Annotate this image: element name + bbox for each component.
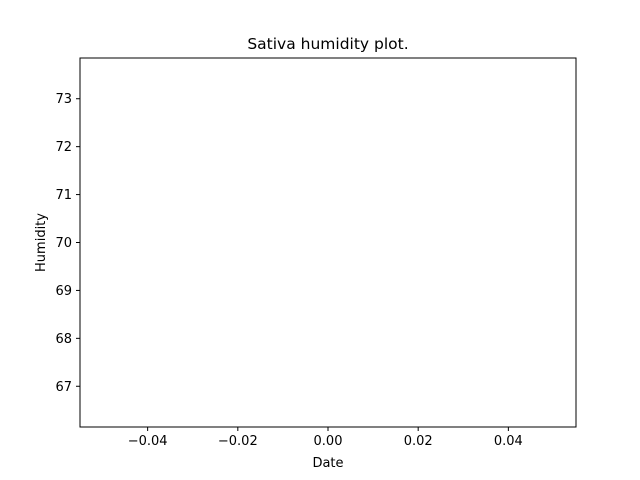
y-tick-label: 71 — [55, 188, 72, 203]
x-tick-label: 0.04 — [494, 434, 523, 449]
x-axis-label: Date — [312, 456, 343, 471]
y-tick-label: 72 — [55, 140, 72, 155]
y-tick-label: 69 — [55, 284, 72, 299]
y-tick-label: 73 — [55, 92, 72, 107]
y-axis-ticks: 67 68 69 70 71 72 73 — [55, 92, 80, 395]
y-tick-label: 70 — [55, 236, 72, 251]
x-tick-label: 0.02 — [404, 434, 433, 449]
x-axis-ticks: −0.04 −0.02 0.00 0.02 0.04 — [128, 427, 523, 449]
plot-area — [79, 57, 577, 428]
x-tick-label: 0.00 — [314, 434, 343, 449]
y-axis-label: Humidity — [34, 213, 49, 272]
y-tick-label: 68 — [55, 332, 72, 347]
chart-title: Sativa humidity plot. — [247, 35, 408, 53]
x-tick-label: −0.02 — [218, 434, 258, 449]
y-tick-label: 67 — [55, 380, 72, 395]
x-tick-label: −0.04 — [128, 434, 168, 449]
